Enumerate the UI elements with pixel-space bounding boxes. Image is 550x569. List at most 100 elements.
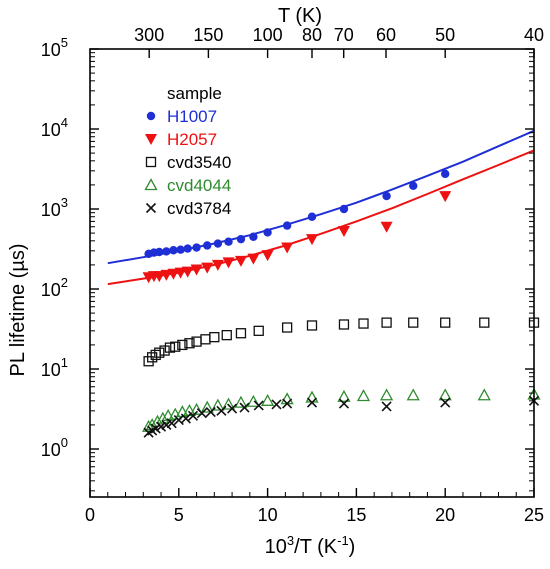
y-tick-label: 101 — [41, 355, 68, 380]
legend-label-H2057: H2057 — [167, 130, 217, 149]
data-point-cvd4044 — [438, 388, 452, 401]
data-point-H2057 — [153, 271, 166, 283]
top-tick-label: 150 — [193, 25, 223, 45]
x-axis-bottom: 0 5 10 15 20 25 — [85, 488, 544, 525]
data-point-cvd4044 — [379, 388, 394, 401]
data-point-H1007 — [192, 243, 201, 252]
y-tick-base: 10 — [41, 120, 61, 140]
data-point-H2057 — [306, 234, 318, 246]
data-point-cvd3784 — [216, 405, 227, 416]
data-point-H2057 — [201, 262, 214, 274]
top-tick-label: 70 — [334, 25, 354, 45]
data-point-H1007 — [155, 247, 164, 257]
x-tick-label: 25 — [524, 505, 544, 525]
data-point-H2057 — [167, 268, 180, 280]
data-point-cvd3784 — [187, 410, 199, 421]
y-tick-exp: 4 — [61, 115, 68, 130]
x-tick-label: 15 — [346, 505, 366, 525]
data-point-H1007 — [382, 191, 391, 201]
data-point-cvd3784 — [227, 403, 238, 414]
data-point-cvd3540 — [358, 318, 369, 329]
legend-label-cvd4044: cvd4044 — [167, 176, 231, 195]
y-tick-exp: 2 — [61, 275, 68, 290]
y-tick-base: 10 — [41, 40, 61, 60]
legend-marker-H1007 — [146, 111, 156, 121]
data-point-H2057 — [337, 226, 350, 238]
top-tick-label: 80 — [302, 25, 322, 45]
data-point-H2057 — [181, 266, 194, 278]
data-point-H1007 — [409, 181, 418, 190]
data-point-H1007 — [339, 204, 349, 214]
legend-label-cvd3540: cvd3540 — [167, 153, 231, 172]
data-point-cvd3540 — [177, 339, 188, 351]
legend: sample H1007 H2057 cvd3540 cvd4044 cvd3784 — [144, 84, 231, 218]
y-tick-base: 10 — [41, 440, 61, 460]
data-point-cvd4044 — [221, 397, 236, 410]
y-tick-label: 102 — [41, 275, 68, 300]
data-point-cvd4044 — [356, 389, 371, 402]
data-point-cvd4044 — [406, 388, 420, 401]
top-axis-title: T (K) — [278, 5, 322, 27]
x-title-end: ) — [349, 536, 356, 558]
data-point-H1007 — [249, 232, 258, 241]
series-H1007 — [144, 169, 450, 259]
series-cvd3784 — [143, 395, 540, 438]
data-point-cvd3540 — [159, 345, 170, 356]
data-point-H2057 — [190, 264, 203, 276]
data-point-cvd3540 — [381, 317, 392, 328]
data-point-cvd4044 — [305, 390, 319, 403]
top-tick-label: 60 — [376, 25, 396, 45]
data-point-cvd3540 — [209, 332, 220, 343]
data-point-H2057 — [247, 253, 260, 265]
top-tick-label: 300 — [134, 25, 164, 45]
data-point-cvd3540 — [306, 320, 318, 331]
data-point-cvd4044 — [477, 388, 491, 401]
legend-marker-H2057 — [145, 134, 157, 145]
data-point-cvd4044 — [189, 402, 204, 415]
data-point-cvd3784 — [239, 402, 250, 413]
data-point-cvd3540 — [154, 347, 165, 358]
data-point-H1007 — [169, 246, 178, 255]
y-tick-exp: 1 — [61, 355, 68, 370]
y-tick-label: 104 — [41, 115, 68, 140]
data-point-cvd3540 — [479, 317, 490, 328]
x-tick-label: 5 — [174, 505, 184, 525]
data-point-cvd3540 — [221, 329, 232, 341]
data-point-H1007 — [307, 212, 317, 221]
y-tick-base: 10 — [41, 200, 61, 220]
legend-marker-cvd3540 — [145, 156, 157, 168]
data-point-cvd3540 — [184, 338, 195, 349]
data-point-cvd3784 — [205, 406, 216, 418]
data-point-H1007 — [162, 247, 171, 256]
data-point-H1007 — [263, 228, 272, 237]
data-point-cvd3784 — [306, 397, 318, 408]
data-point-cvd4044 — [200, 400, 214, 413]
fit-curve-H1007 — [107, 129, 535, 265]
y-tick-exp: 0 — [61, 435, 68, 450]
data-markers — [142, 169, 541, 438]
x-tick-label: 20 — [435, 505, 455, 525]
data-point-cvd3784 — [338, 398, 350, 409]
data-point-cvd3540 — [408, 317, 419, 328]
x-title-sup: 3 — [287, 533, 294, 548]
x-title-sup2: -1 — [337, 533, 349, 548]
data-point-cvd3784 — [180, 413, 191, 424]
data-point-cvd4044 — [211, 398, 225, 411]
data-point-cvd3784 — [271, 399, 282, 410]
data-point-cvd3540 — [253, 325, 264, 336]
data-point-H1007 — [282, 221, 292, 230]
y-tick-label: 105 — [41, 35, 68, 60]
series-H2057 — [142, 191, 452, 284]
x-tick-label: 0 — [85, 505, 95, 525]
legend-marker-cvd3784 — [145, 202, 157, 214]
x-tick-label: 10 — [258, 505, 278, 525]
data-point-cvd3784 — [150, 423, 161, 434]
y-axis-title: PL lifetime (µs) — [7, 243, 29, 376]
legend-title: sample — [167, 84, 222, 103]
data-point-cvd3784 — [253, 400, 264, 411]
series-cvd3540 — [143, 317, 540, 367]
data-point-cvd3784 — [381, 401, 392, 412]
y-tick-label: 100 — [41, 435, 68, 460]
data-point-cvd4044 — [156, 411, 170, 424]
